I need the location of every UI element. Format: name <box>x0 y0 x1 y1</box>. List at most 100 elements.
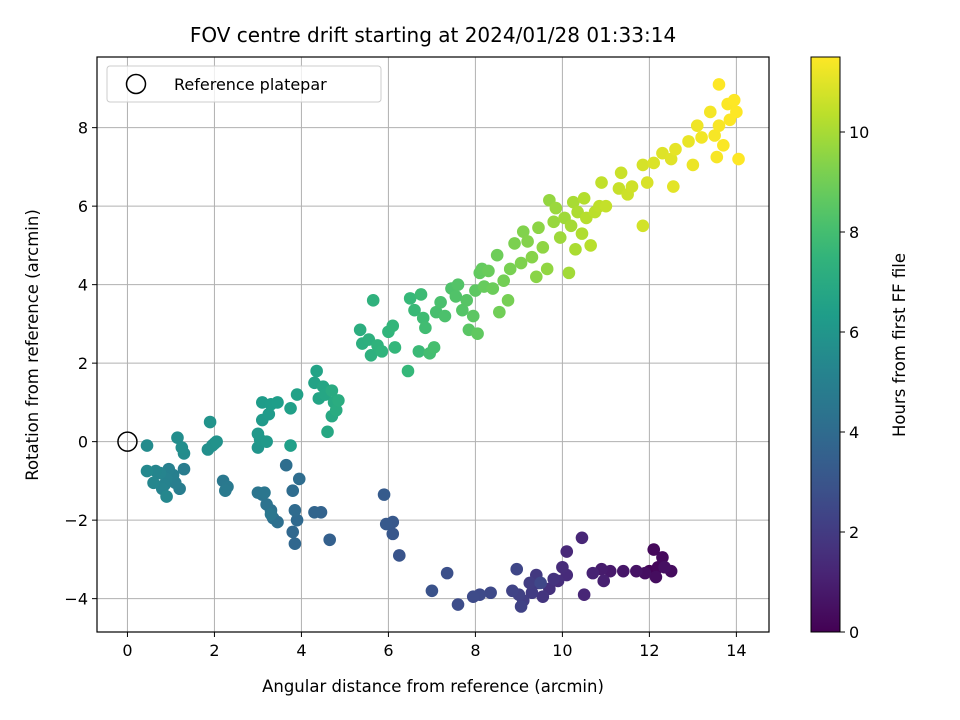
data-point <box>536 590 550 603</box>
data-point <box>667 180 680 193</box>
data-point <box>408 303 421 317</box>
data-point <box>366 294 380 307</box>
data-point <box>288 537 302 550</box>
y-tick-label: 8 <box>78 119 88 138</box>
data-point <box>203 415 217 429</box>
data-point <box>514 256 528 270</box>
data-point <box>379 517 393 531</box>
data-point <box>686 158 700 172</box>
data-point <box>425 584 439 598</box>
data-point <box>614 166 628 180</box>
x-tick-label: 2 <box>209 641 219 660</box>
data-point <box>321 425 334 439</box>
colorbar-tick-label: 10 <box>849 123 869 142</box>
data-point <box>466 309 480 323</box>
reference-marker-group <box>117 431 138 452</box>
data-point <box>471 327 484 341</box>
data-point <box>712 119 726 132</box>
data-point <box>649 570 663 584</box>
data-point <box>251 427 265 441</box>
data-point <box>523 576 537 590</box>
data-point <box>377 488 391 501</box>
data-point <box>710 150 724 164</box>
x-tick-label: 0 <box>122 641 132 660</box>
x-tick-label: 12 <box>639 641 659 660</box>
y-tick-label: 4 <box>78 276 88 295</box>
data-point <box>392 549 406 562</box>
data-point <box>503 262 517 276</box>
grid-lines <box>97 57 769 632</box>
y-tick-label: −2 <box>64 511 88 530</box>
data-point <box>284 439 297 452</box>
data-point <box>325 384 339 397</box>
chart-title: FOV centre drift starting at 2024/01/28 … <box>190 23 676 47</box>
data-point <box>284 401 297 415</box>
data-point <box>540 262 554 276</box>
data-point <box>264 507 278 521</box>
colorbar: 0 2 4 6 8 10 Hours from first FF file <box>810 56 909 642</box>
data-point <box>388 341 402 354</box>
data-point <box>549 201 563 215</box>
data-point <box>460 294 474 307</box>
data-point <box>636 158 650 172</box>
colorbar-tick-label: 4 <box>849 423 859 442</box>
data-point <box>308 505 321 519</box>
data-point <box>510 562 524 576</box>
data-point <box>451 278 465 291</box>
data-point <box>560 545 574 558</box>
scatter-points <box>140 78 745 613</box>
data-point <box>732 152 745 166</box>
data-point <box>310 364 323 378</box>
data-point <box>703 105 717 119</box>
colorbar-tick-label: 2 <box>849 523 859 542</box>
data-point <box>730 105 743 119</box>
data-point <box>656 551 669 564</box>
data-point <box>171 431 184 445</box>
data-point <box>260 498 273 511</box>
data-point <box>412 345 426 358</box>
data-point <box>386 527 400 541</box>
x-axis-ticks: 0 2 4 6 8 10 12 14 <box>122 632 747 660</box>
data-point <box>562 266 576 280</box>
data-point <box>332 394 345 407</box>
x-tick-label: 14 <box>726 641 746 660</box>
data-point <box>525 250 539 264</box>
data-point <box>682 135 695 148</box>
data-point <box>727 93 741 107</box>
data-point <box>466 590 480 603</box>
colorbar-ticks: 0 2 4 6 8 10 <box>840 123 869 642</box>
data-point <box>149 464 163 478</box>
legend-entry-reference-platepar: Reference platepar <box>174 75 327 94</box>
y-tick-label: 0 <box>78 433 88 452</box>
data-point <box>140 464 154 478</box>
data-point <box>553 231 567 244</box>
data-point <box>271 396 284 409</box>
y-tick-label: −4 <box>64 590 88 609</box>
x-tick-label: 8 <box>470 641 480 660</box>
data-point <box>599 199 613 213</box>
data-point <box>664 152 678 166</box>
data-point <box>625 180 639 193</box>
data-point <box>219 484 232 498</box>
colorbar-tick-label: 6 <box>849 323 859 342</box>
data-point <box>575 531 589 545</box>
colorbar-tick-label: 8 <box>849 223 859 242</box>
data-point <box>482 264 495 278</box>
reference-platepar-marker <box>117 431 138 452</box>
colorbar-tick-label: 0 <box>849 623 859 642</box>
data-point <box>286 525 300 539</box>
data-point <box>577 191 591 205</box>
data-point <box>286 484 300 498</box>
data-point <box>375 345 389 358</box>
y-axis-ticks: −4 −2 0 2 4 6 8 <box>64 119 97 609</box>
legend-reference-marker <box>125 73 147 95</box>
x-tick-label: 10 <box>552 641 572 660</box>
data-point <box>427 341 441 354</box>
data-point <box>630 564 643 578</box>
data-point <box>536 241 550 254</box>
data-point <box>386 319 400 333</box>
x-axis-label: Angular distance from reference (arcmin) <box>262 677 604 696</box>
colorbar-label: Hours from first FF file <box>890 253 909 437</box>
data-point <box>288 504 302 517</box>
